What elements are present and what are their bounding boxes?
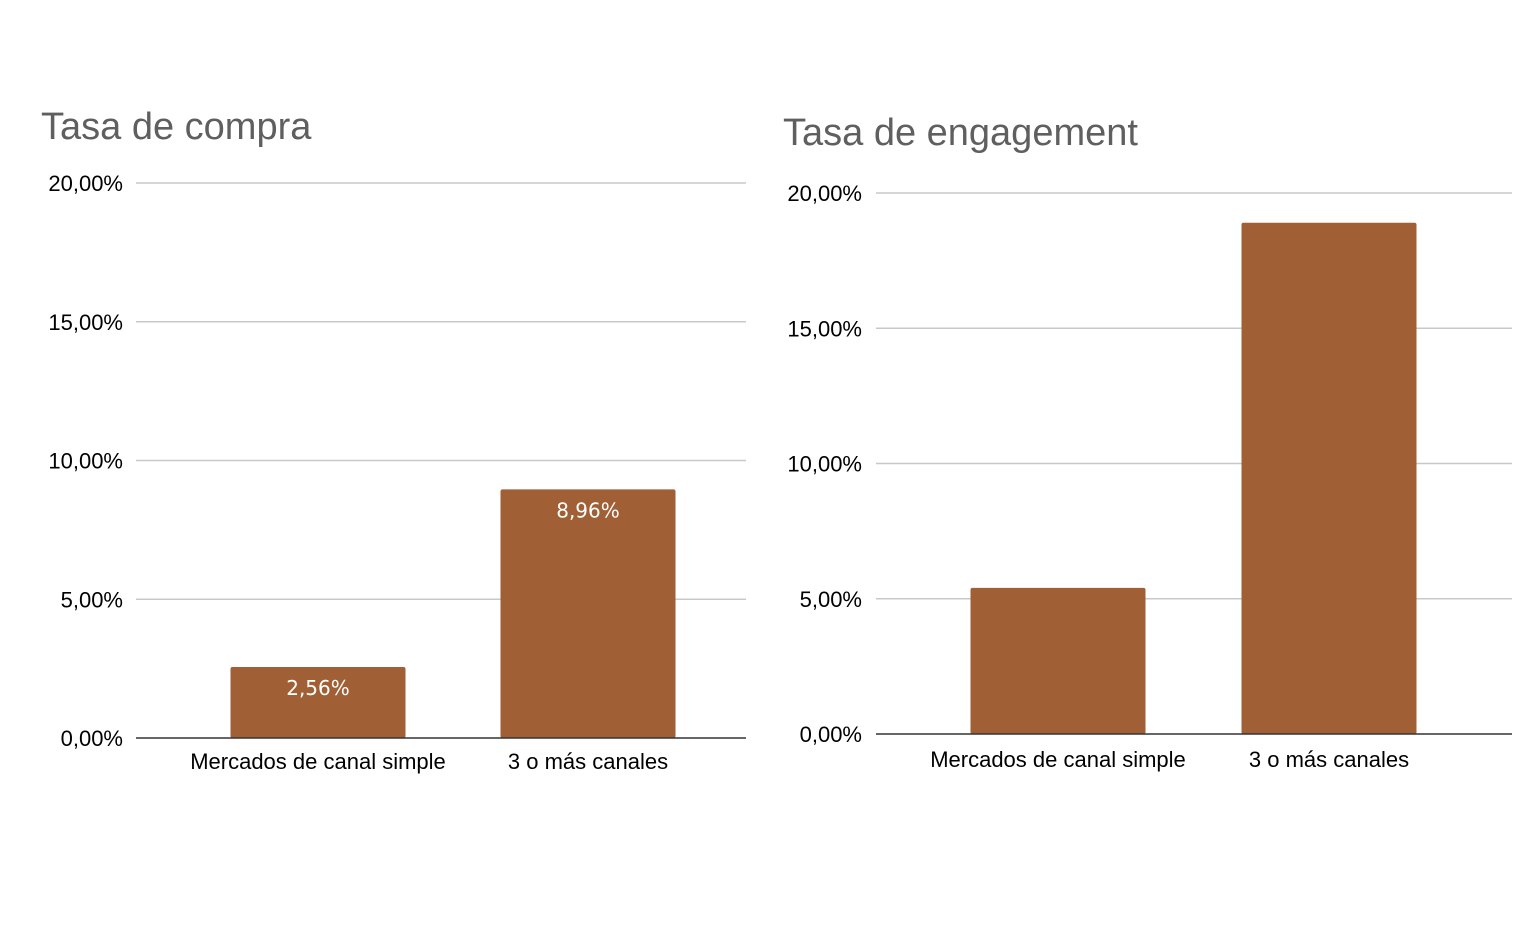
data-label: 2,56% [286, 676, 350, 700]
chart-title: Tasa de compra [41, 106, 312, 148]
bar [230, 666, 406, 738]
x-tick-label: 3 o más canales [508, 749, 668, 774]
y-tick-label: 0,00% [61, 726, 123, 751]
x-tick-label: Mercados de canal simple [190, 749, 446, 774]
chart-title: Tasa de engagement [783, 112, 1138, 154]
y-tick-label: 10,00% [48, 449, 123, 474]
x-tick-label: Mercados de canal simple [930, 747, 1186, 772]
y-tick-label: 15,00% [48, 310, 123, 335]
y-tick-label: 20,00% [787, 181, 862, 206]
y-tick-label: 10,00% [787, 452, 862, 477]
y-tick-label: 15,00% [787, 316, 862, 341]
y-tick-label: 5,00% [800, 587, 862, 612]
y-tick-label: 5,00% [61, 587, 123, 612]
y-tick-label: 0,00% [800, 722, 862, 747]
bar [500, 489, 676, 738]
y-tick-label: 20,00% [48, 171, 123, 196]
bar [970, 587, 1146, 734]
bar [1241, 222, 1417, 734]
purchase-rate-chart: Tasa de compra 0,00% 5,00% 10,00% 15,00% 20,… [41, 106, 746, 774]
x-tick-label: 3 o más canales [1249, 747, 1409, 772]
data-label: 8,96% [556, 498, 620, 522]
engagement-rate-chart: Tasa de engagement 0,00% 5,00% 10,00% 15,00… [783, 112, 1512, 772]
